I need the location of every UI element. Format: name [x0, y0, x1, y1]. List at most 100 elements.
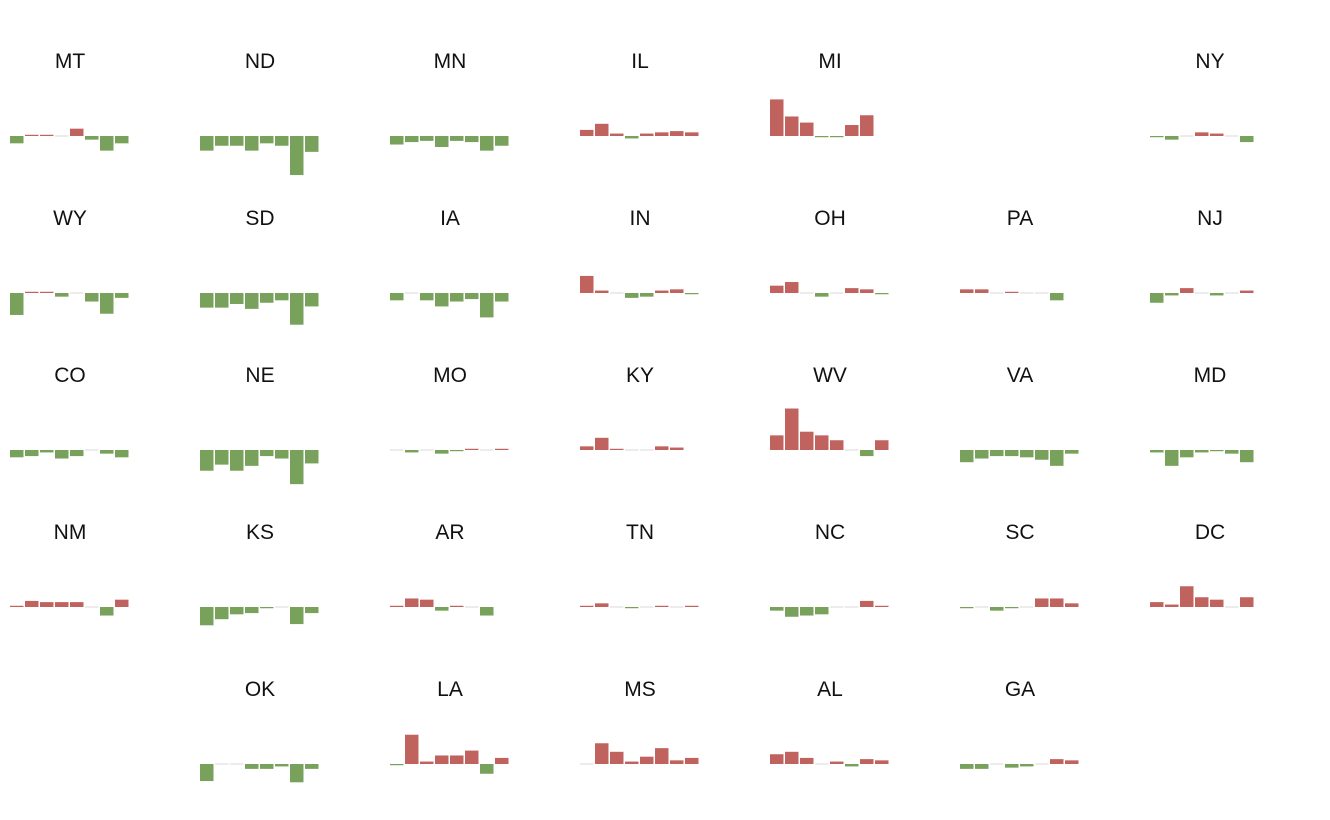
- bar: [1050, 450, 1064, 466]
- bar: [245, 136, 259, 151]
- bar: [990, 450, 1004, 457]
- bar: [875, 605, 889, 607]
- bar: [275, 606, 289, 608]
- bar: [625, 761, 639, 764]
- state-label: AR: [435, 521, 465, 544]
- bar: [845, 764, 859, 767]
- state-bars: [390, 292, 509, 318]
- state-bars: [200, 293, 319, 325]
- bar: [670, 606, 684, 608]
- bar: [1165, 604, 1179, 607]
- bar: [1005, 607, 1019, 609]
- bar: [435, 755, 449, 764]
- bar: [290, 607, 304, 625]
- bar: [275, 293, 289, 301]
- bar: [405, 136, 419, 143]
- bar: [40, 291, 54, 293]
- state-label: SD: [245, 207, 275, 230]
- state-bars: [1150, 450, 1254, 466]
- bar: [1065, 603, 1079, 607]
- bar: [85, 136, 99, 140]
- bar: [55, 450, 69, 459]
- state-label: GA: [1004, 678, 1036, 701]
- bar: [685, 293, 699, 295]
- bar: [405, 598, 419, 607]
- bar: [1020, 450, 1034, 458]
- bar: [70, 128, 84, 136]
- state-cell-nd: ND: [190, 0, 380, 176]
- state-cell-la: LA: [380, 628, 570, 778]
- bar: [640, 606, 654, 608]
- bar: [960, 764, 974, 769]
- bar: [390, 136, 404, 145]
- bar: [610, 292, 624, 294]
- state-label: MI: [818, 50, 842, 73]
- bar: [595, 437, 609, 450]
- bar: [595, 290, 609, 293]
- bar: [670, 447, 684, 450]
- state-cell-in: IN: [570, 157, 760, 307]
- bar: [450, 450, 464, 452]
- bar: [785, 116, 799, 136]
- bar: [845, 288, 859, 293]
- state-cell-mi: MI: [760, 0, 950, 150]
- bar: [625, 607, 639, 609]
- bar: [845, 449, 859, 451]
- bar: [1180, 288, 1194, 293]
- bar: [860, 759, 874, 764]
- bar: [1150, 293, 1164, 303]
- bar: [815, 607, 829, 615]
- bar: [450, 755, 464, 764]
- bar: [610, 606, 624, 608]
- bar: [305, 764, 319, 769]
- state-bars: [580, 743, 699, 765]
- bar: [465, 293, 479, 300]
- state-bars: [10, 128, 129, 151]
- state-cell-co: CO: [0, 314, 190, 464]
- bar: [685, 757, 699, 764]
- state-bars: [770, 408, 889, 457]
- bar: [465, 448, 479, 450]
- bar: [260, 293, 274, 303]
- state-cell-oh: OH: [760, 157, 950, 307]
- bar: [100, 450, 114, 454]
- bar: [245, 450, 259, 466]
- bar: [625, 293, 639, 298]
- bar: [450, 136, 464, 141]
- bar: [1020, 292, 1034, 294]
- state-cell-ia: IA: [380, 157, 570, 318]
- bar: [960, 289, 974, 293]
- state-label: TN: [626, 521, 654, 544]
- bar: [770, 754, 784, 764]
- bar: [785, 607, 799, 617]
- state-bars: [770, 751, 889, 767]
- bar: [420, 761, 434, 764]
- bar: [25, 291, 39, 293]
- state-label: SC: [1005, 521, 1035, 544]
- bar: [1195, 132, 1209, 136]
- bar: [200, 293, 214, 308]
- state-label: KY: [625, 364, 654, 387]
- state-bars: [770, 600, 889, 617]
- bar: [990, 607, 1004, 611]
- bar: [875, 293, 889, 295]
- bar: [1180, 450, 1194, 458]
- bar: [830, 606, 844, 608]
- bar: [1065, 760, 1079, 764]
- bar: [770, 99, 784, 136]
- bar: [260, 764, 274, 769]
- bar: [670, 131, 684, 136]
- bar: [55, 135, 69, 137]
- bar: [260, 136, 274, 144]
- bar: [830, 136, 844, 138]
- state-bars: [960, 450, 1079, 466]
- bar: [860, 115, 874, 136]
- bar: [260, 607, 274, 609]
- bar: [595, 743, 609, 764]
- bar: [275, 136, 289, 146]
- bar: [435, 136, 449, 147]
- bar: [595, 603, 609, 607]
- state-cell-wv: WV: [760, 314, 950, 464]
- bar: [70, 602, 84, 607]
- bar: [100, 607, 114, 616]
